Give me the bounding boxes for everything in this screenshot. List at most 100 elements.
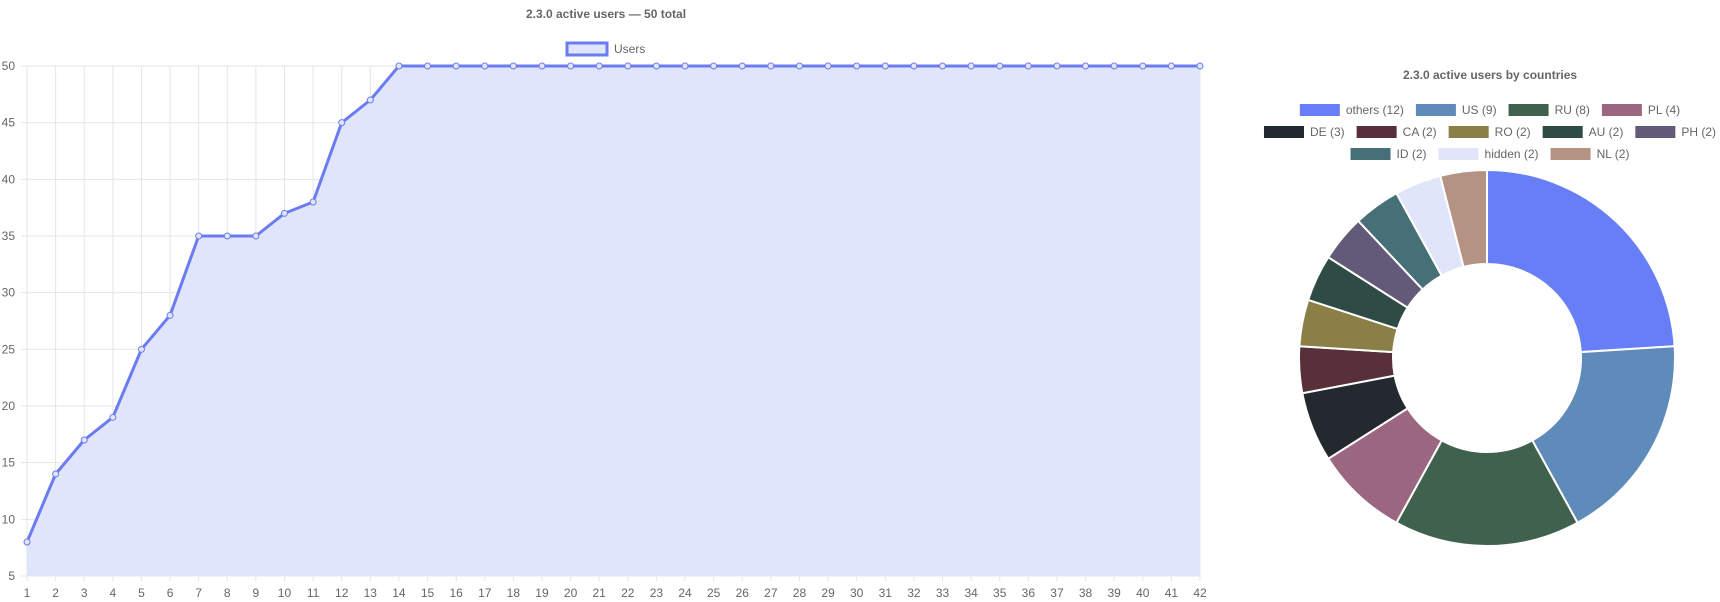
data-point[interactable] bbox=[338, 119, 346, 127]
x-tick-label: 42 bbox=[1193, 586, 1207, 600]
x-tick-label: 21 bbox=[593, 586, 607, 600]
data-point[interactable] bbox=[223, 232, 231, 240]
donut-slice[interactable] bbox=[1486, 168, 1676, 354]
donut-slice[interactable] bbox=[1530, 345, 1676, 525]
data-point[interactable] bbox=[624, 62, 632, 70]
data-point[interactable] bbox=[881, 62, 889, 70]
data-point[interactable] bbox=[1082, 62, 1090, 70]
donut-legend[interactable]: others (12) US (9) RU (8) PL (4) DE (3) CA (2… bbox=[1263, 103, 1716, 161]
data-point[interactable] bbox=[52, 470, 60, 478]
x-tick-label: 41 bbox=[1165, 586, 1179, 600]
data-point[interactable] bbox=[23, 538, 31, 546]
x-tick-label: 32 bbox=[907, 586, 921, 600]
legend-item[interactable]: ID (2) bbox=[1350, 147, 1427, 161]
data-point[interactable] bbox=[824, 62, 832, 70]
legend-label: RU (8) bbox=[1555, 103, 1590, 117]
legend-item[interactable]: PL (4) bbox=[1601, 103, 1680, 117]
data-point[interactable] bbox=[1196, 62, 1204, 70]
line-chart-legend[interactable]: Users bbox=[565, 41, 645, 57]
data-point[interactable] bbox=[1139, 62, 1147, 70]
data-point[interactable] bbox=[910, 62, 918, 70]
x-tick-label: 13 bbox=[364, 586, 378, 600]
data-point[interactable] bbox=[996, 62, 1004, 70]
x-tick-label: 9 bbox=[253, 586, 260, 600]
x-tick-label: 37 bbox=[1050, 586, 1064, 600]
data-point[interactable] bbox=[681, 62, 689, 70]
data-point[interactable] bbox=[1110, 62, 1118, 70]
legend-item[interactable]: CA (2) bbox=[1356, 125, 1437, 139]
data-point[interactable] bbox=[109, 413, 117, 421]
data-point[interactable] bbox=[1053, 62, 1061, 70]
data-point[interactable] bbox=[80, 436, 88, 444]
data-point[interactable] bbox=[366, 96, 374, 104]
legend-swatch bbox=[1356, 126, 1397, 138]
data-point[interactable] bbox=[595, 62, 603, 70]
donut-slice[interactable] bbox=[1439, 168, 1488, 269]
legend-item[interactable]: DE (3) bbox=[1263, 125, 1345, 139]
x-tick-label: 28 bbox=[793, 586, 807, 600]
x-tick-label: 1 bbox=[24, 586, 31, 600]
legend-label: US (9) bbox=[1462, 103, 1497, 117]
legend-item[interactable]: PH (2) bbox=[1635, 125, 1716, 139]
x-tick-label: 40 bbox=[1136, 586, 1150, 600]
x-tick-label: 16 bbox=[449, 586, 463, 600]
x-tick-label: 17 bbox=[478, 586, 492, 600]
legend-swatch bbox=[1542, 126, 1583, 138]
x-tick-label: 4 bbox=[109, 586, 116, 600]
legend-item[interactable]: others (12) bbox=[1299, 103, 1404, 117]
data-point[interactable] bbox=[424, 62, 432, 70]
data-point[interactable] bbox=[1024, 62, 1032, 70]
x-tick-label: 2 bbox=[52, 586, 59, 600]
legend-item[interactable]: RU (8) bbox=[1508, 103, 1590, 117]
data-point[interactable] bbox=[481, 62, 489, 70]
data-point[interactable] bbox=[509, 62, 517, 70]
data-point[interactable] bbox=[652, 62, 660, 70]
x-tick-label: 22 bbox=[621, 586, 635, 600]
x-tick-label: 10 bbox=[278, 586, 292, 600]
legend-label: NL (2) bbox=[1597, 147, 1630, 161]
data-point[interactable] bbox=[567, 62, 575, 70]
x-tick-label: 20 bbox=[564, 586, 578, 600]
y-tick-label: 40 bbox=[2, 172, 16, 186]
data-point[interactable] bbox=[853, 62, 861, 70]
data-point[interactable] bbox=[795, 62, 803, 70]
data-point[interactable] bbox=[395, 62, 403, 70]
donut-chart-title: 2.3.0 active users by countries bbox=[1403, 68, 1577, 82]
legend-swatch bbox=[1299, 104, 1340, 116]
x-tick-label: 3 bbox=[81, 586, 88, 600]
y-tick-label: 15 bbox=[2, 456, 16, 470]
legend-item[interactable]: AU (2) bbox=[1542, 125, 1624, 139]
data-point[interactable] bbox=[452, 62, 460, 70]
data-point[interactable] bbox=[166, 311, 174, 319]
data-point[interactable] bbox=[137, 345, 145, 353]
data-point[interactable] bbox=[309, 198, 317, 206]
data-point[interactable] bbox=[538, 62, 546, 70]
data-point[interactable] bbox=[738, 62, 746, 70]
legend-item[interactable]: RO (2) bbox=[1448, 125, 1531, 139]
y-tick-label: 30 bbox=[2, 286, 16, 300]
data-point[interactable] bbox=[280, 209, 288, 217]
y-tick-label: 35 bbox=[2, 229, 16, 243]
donut-slice[interactable] bbox=[1395, 439, 1579, 547]
data-point[interactable] bbox=[939, 62, 947, 70]
data-point[interactable] bbox=[710, 62, 718, 70]
legend-label: PH (2) bbox=[1681, 125, 1716, 139]
y-tick-label: 5 bbox=[8, 569, 15, 583]
data-point[interactable] bbox=[195, 232, 203, 240]
legend-item[interactable]: NL (2) bbox=[1550, 147, 1630, 161]
x-tick-label: 18 bbox=[507, 586, 521, 600]
data-point[interactable] bbox=[252, 232, 260, 240]
data-point[interactable] bbox=[967, 62, 975, 70]
legend-item[interactable]: US (9) bbox=[1415, 103, 1497, 117]
x-tick-label: 27 bbox=[764, 586, 778, 600]
legend-item[interactable]: hidden (2) bbox=[1438, 147, 1539, 161]
x-tick-label: 6 bbox=[167, 586, 174, 600]
donut-slices[interactable] bbox=[1298, 168, 1676, 547]
legend-swatch bbox=[1438, 148, 1479, 160]
data-point[interactable] bbox=[767, 62, 775, 70]
legend-label-users: Users bbox=[614, 42, 645, 56]
legend-swatch bbox=[1601, 104, 1642, 116]
legend-label: others (12) bbox=[1346, 103, 1404, 117]
legend-swatch bbox=[1350, 148, 1391, 160]
data-point[interactable] bbox=[1167, 62, 1175, 70]
